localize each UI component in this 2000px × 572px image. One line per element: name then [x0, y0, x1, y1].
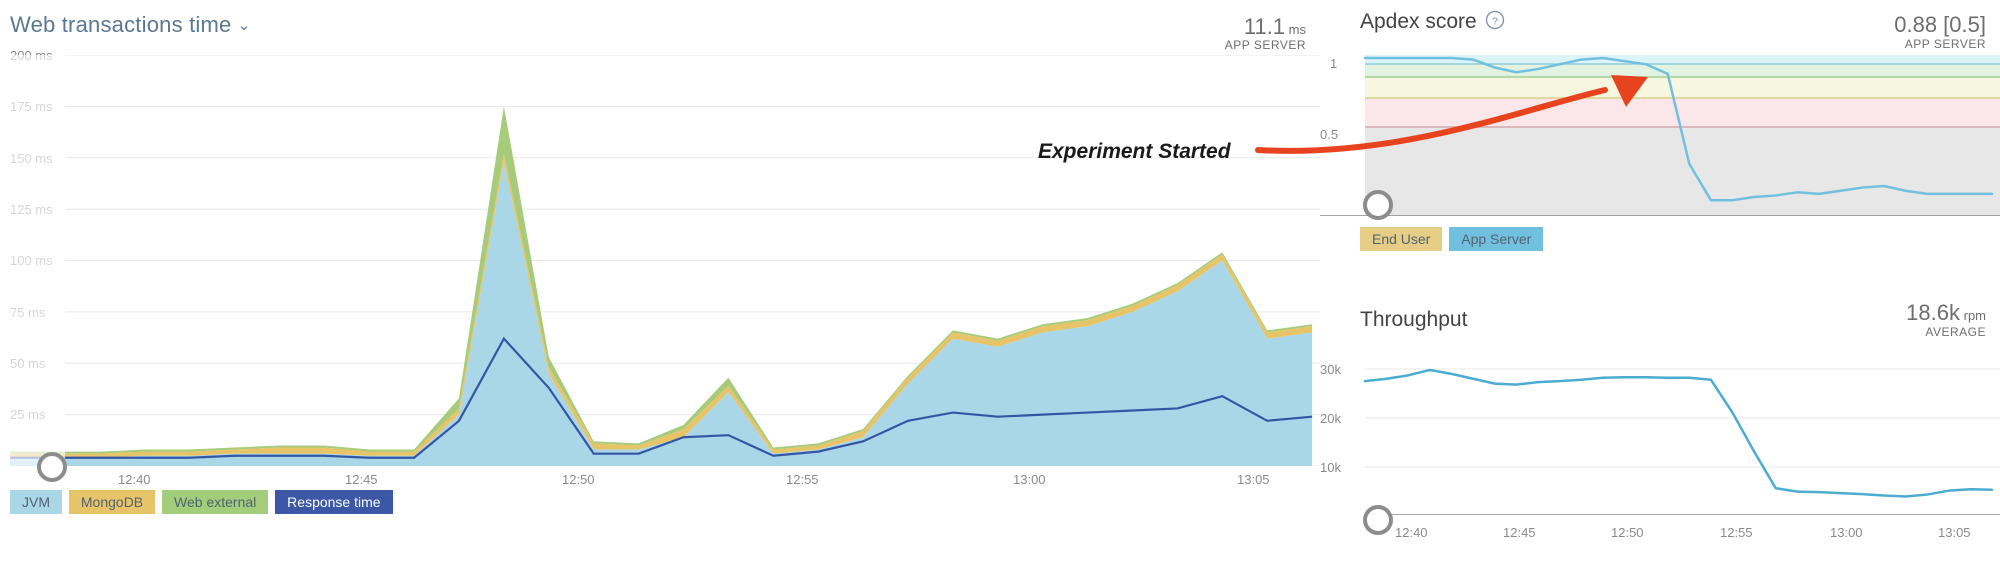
svg-text:0.5: 0.5	[1320, 127, 1338, 142]
svg-text:30k: 30k	[1320, 362, 1341, 377]
svg-text:1: 1	[1330, 56, 1337, 71]
svg-text:10k: 10k	[1320, 460, 1341, 475]
svg-text:20k: 20k	[1320, 411, 1341, 426]
svg-text:?: ?	[1492, 16, 1498, 28]
